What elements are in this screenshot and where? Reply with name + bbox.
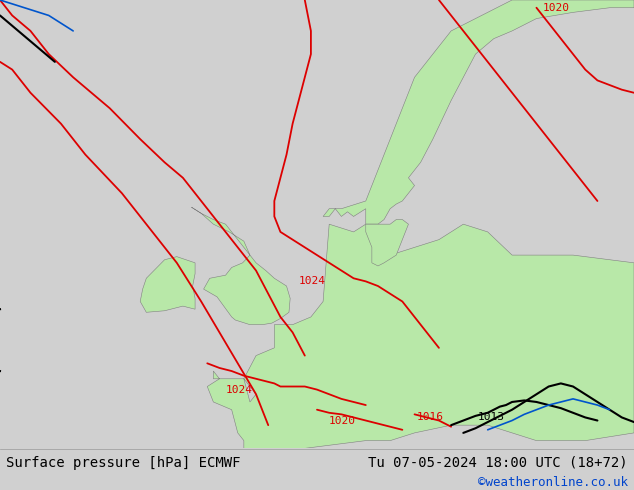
Text: Tu 07-05-2024 18:00 UTC (18+72): Tu 07-05-2024 18:00 UTC (18+72) xyxy=(368,456,628,470)
Polygon shape xyxy=(323,0,634,224)
Text: ©weatheronline.co.uk: ©weatheronline.co.uk xyxy=(477,476,628,489)
Polygon shape xyxy=(366,220,408,266)
Text: Surface pressure [hPa] ECMWF: Surface pressure [hPa] ECMWF xyxy=(6,456,241,470)
Text: 1013: 1013 xyxy=(478,413,505,422)
Text: 1020: 1020 xyxy=(543,3,569,13)
Text: 1024: 1024 xyxy=(226,385,252,394)
Polygon shape xyxy=(140,257,195,312)
Text: 1020: 1020 xyxy=(329,416,356,425)
Polygon shape xyxy=(207,224,634,448)
Text: 1024: 1024 xyxy=(299,276,326,286)
Polygon shape xyxy=(191,207,290,325)
Text: 1016: 1016 xyxy=(417,413,444,422)
